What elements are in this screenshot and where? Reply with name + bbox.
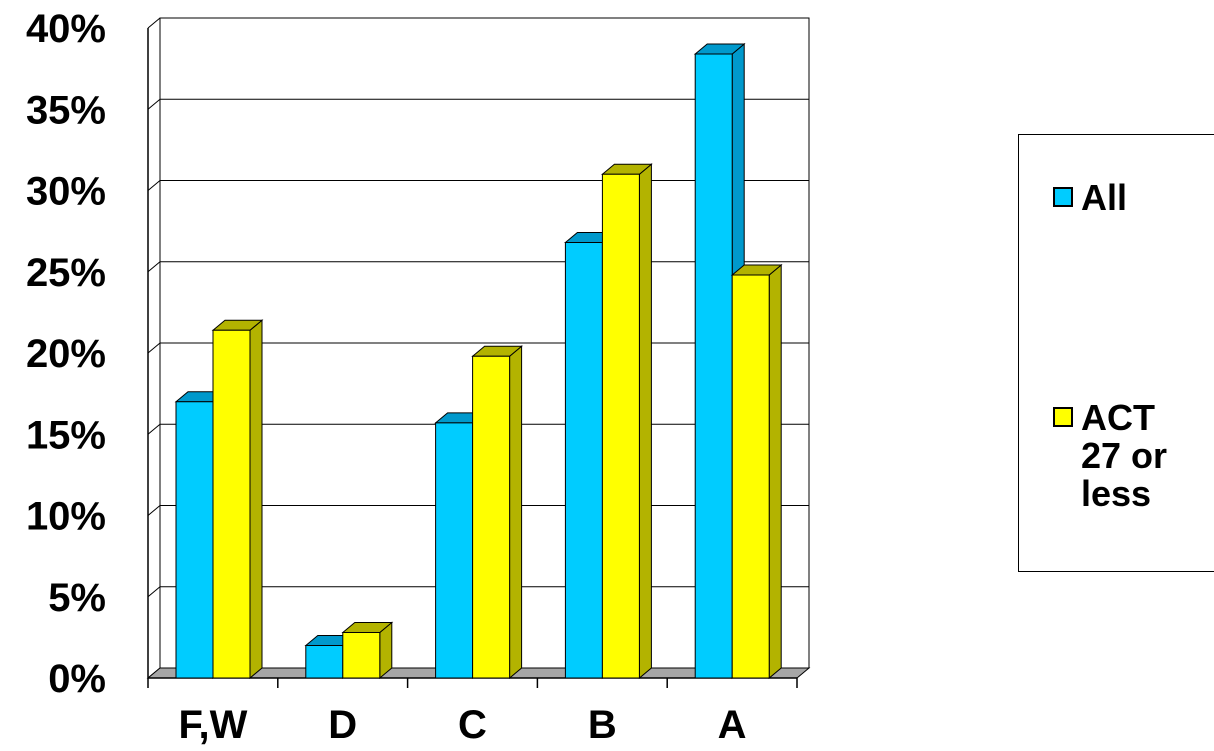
y-tick-label: 15% xyxy=(26,413,106,457)
bar-side xyxy=(638,163,652,680)
bar-front xyxy=(731,274,770,679)
y-tick-label: 25% xyxy=(26,251,106,295)
gridline-depth xyxy=(147,586,161,598)
y-tick-label: 5% xyxy=(48,576,106,620)
x-tick-label: A xyxy=(718,703,747,747)
legend-item-all: All xyxy=(1053,179,1191,217)
bar xyxy=(730,263,783,680)
bar-front xyxy=(435,422,474,679)
legend-item-act: ACT 27 or less xyxy=(1053,399,1191,513)
bar-front xyxy=(694,53,733,679)
bar-front xyxy=(601,173,640,679)
y-tick-label: 35% xyxy=(26,88,106,132)
x-tick-label: B xyxy=(588,703,617,747)
bar-front xyxy=(342,632,381,679)
bar-side xyxy=(509,345,523,680)
x-tick-label: F,W xyxy=(178,703,247,747)
bar xyxy=(211,319,264,680)
y-tick-labels: 0% 5% 10% 15% 20% 25% 30% 35% 40% xyxy=(26,7,106,701)
gridline-depth xyxy=(147,180,161,191)
bar-front xyxy=(305,645,344,679)
x-tick-labels: F,W D C B A xyxy=(178,703,746,747)
bar-side xyxy=(249,319,263,680)
bar xyxy=(471,345,523,680)
bar-front xyxy=(212,329,251,679)
gridline-depth xyxy=(147,17,161,29)
gridline-depth xyxy=(147,261,161,273)
y-tick-label: 10% xyxy=(26,495,106,539)
legend-swatch-all xyxy=(1053,187,1073,207)
legend-label-act: ACT 27 or less xyxy=(1081,397,1168,514)
bar-front xyxy=(472,355,511,679)
gridline-depth xyxy=(147,505,161,516)
legend-label-all: All xyxy=(1081,177,1128,218)
y-tick-label: 30% xyxy=(26,170,106,214)
y-tick-label: 0% xyxy=(48,657,106,701)
legend-swatch-act xyxy=(1053,407,1073,427)
x-tick-label: D xyxy=(328,703,357,747)
gridline-depth xyxy=(147,423,161,435)
gridline-depth xyxy=(147,98,161,110)
bar xyxy=(341,621,394,680)
y-tick-label: 20% xyxy=(26,332,106,376)
bars xyxy=(174,42,783,680)
bar xyxy=(601,163,653,680)
gridline-depth xyxy=(147,342,161,354)
y-tick-label: 40% xyxy=(26,7,106,51)
bar-front xyxy=(564,242,603,679)
x-tick-label: C xyxy=(458,703,487,747)
bar-side xyxy=(768,263,782,680)
legend: All ACT 27 or less xyxy=(1018,134,1214,572)
bar-front xyxy=(175,401,214,679)
